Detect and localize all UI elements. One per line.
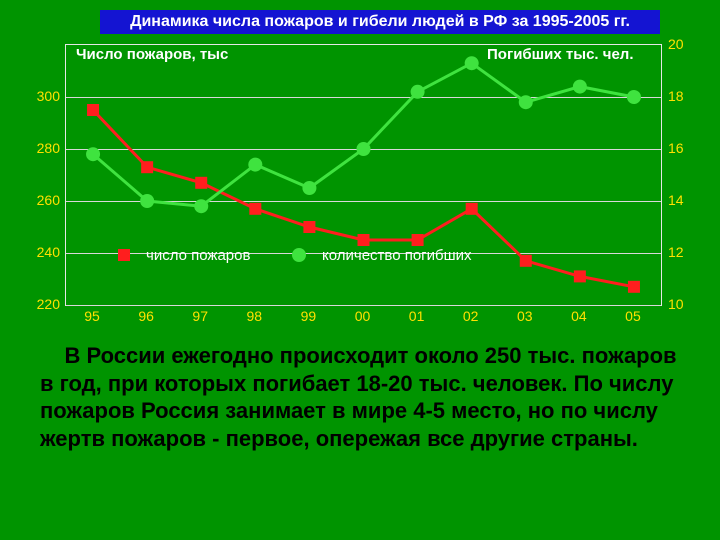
series-marker bbox=[412, 234, 424, 246]
series-marker bbox=[86, 147, 100, 161]
series-marker bbox=[194, 199, 208, 213]
x-tick: 03 bbox=[510, 308, 540, 324]
legend-label: количество погибших bbox=[322, 247, 472, 264]
x-tick: 04 bbox=[564, 308, 594, 324]
legend-marker bbox=[118, 249, 130, 261]
x-tick: 00 bbox=[348, 308, 378, 324]
series-marker bbox=[520, 255, 532, 267]
y-right-tick: 10 bbox=[668, 296, 698, 312]
x-tick: 95 bbox=[77, 308, 107, 324]
legend-marker bbox=[292, 248, 306, 262]
legend-label: число пожаров bbox=[146, 247, 250, 264]
series-line bbox=[93, 63, 634, 206]
series-marker bbox=[358, 234, 370, 246]
series-marker bbox=[249, 203, 261, 215]
series-marker bbox=[195, 177, 207, 189]
y-right-tick: 12 bbox=[668, 244, 698, 260]
chart-title-banner: Динамика числа пожаров и гибели людей в … bbox=[100, 10, 660, 34]
y-left-tick: 260 bbox=[28, 192, 60, 208]
series-marker bbox=[248, 158, 262, 172]
y-right-tick: 16 bbox=[668, 140, 698, 156]
x-tick: 01 bbox=[402, 308, 432, 324]
y-left-tick: 280 bbox=[28, 140, 60, 156]
series-marker bbox=[466, 203, 478, 215]
y-left-tick: 240 bbox=[28, 244, 60, 260]
chart-series-svg bbox=[66, 45, 661, 305]
y-right-tick: 14 bbox=[668, 192, 698, 208]
y-right-tick: 18 bbox=[668, 88, 698, 104]
series-marker bbox=[465, 56, 479, 70]
x-tick: 05 bbox=[618, 308, 648, 324]
x-tick: 97 bbox=[185, 308, 215, 324]
y-left-tick: 300 bbox=[28, 88, 60, 104]
series-marker bbox=[141, 161, 153, 173]
series-marker bbox=[574, 270, 586, 282]
series-marker bbox=[302, 181, 316, 195]
x-tick: 98 bbox=[239, 308, 269, 324]
series-marker bbox=[573, 80, 587, 94]
series-marker bbox=[140, 194, 154, 208]
x-tick: 02 bbox=[456, 308, 486, 324]
x-tick: 96 bbox=[131, 308, 161, 324]
body-paragraph: В России ежегодно происходит около 250 т… bbox=[40, 342, 680, 452]
y-right-tick: 20 bbox=[668, 36, 698, 52]
x-tick: 99 bbox=[293, 308, 323, 324]
series-marker bbox=[519, 95, 533, 109]
gridline bbox=[66, 305, 661, 306]
chart-plot-area bbox=[65, 44, 662, 306]
series-marker bbox=[628, 281, 640, 293]
series-marker bbox=[303, 221, 315, 233]
series-marker bbox=[411, 85, 425, 99]
y-left-tick: 220 bbox=[28, 296, 60, 312]
series-marker bbox=[627, 90, 641, 104]
series-marker bbox=[87, 104, 99, 116]
series-marker bbox=[357, 142, 371, 156]
